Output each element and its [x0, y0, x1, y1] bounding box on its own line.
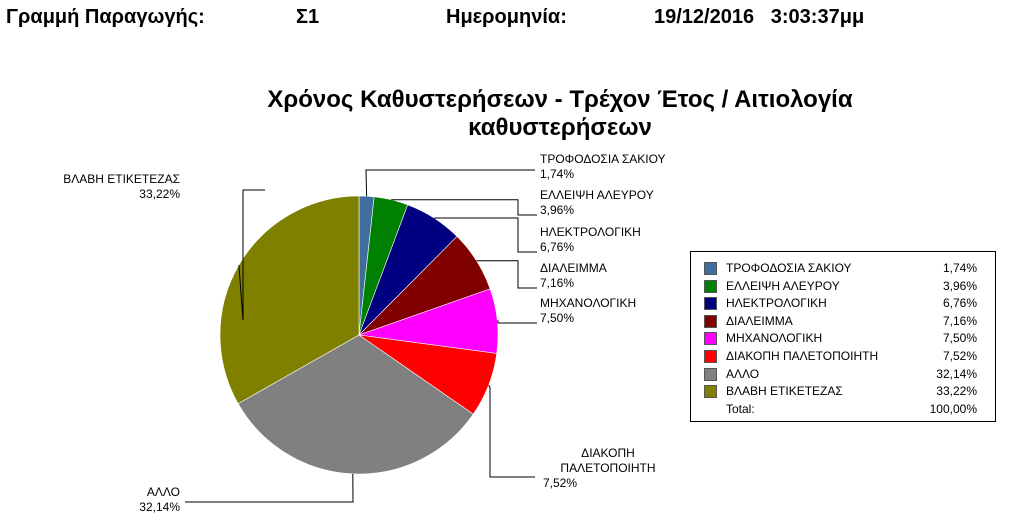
- legend-row: ΑΛΛΟ 32,14%: [704, 366, 987, 383]
- legend-row: Total: 100,00%: [704, 401, 987, 418]
- callout-leader-6: [185, 473, 354, 503]
- legend-name: ΔΙΑΚΟΠΗ ΠΑΛΕΤΟΠΟΙΗΤΗ: [726, 349, 879, 363]
- line-value: Σ1: [296, 6, 320, 28]
- callout-leader-4: [497, 320, 537, 324]
- callout-name-0: ΤΡΟΦΟΔΟΣΙΑ ΣΑΚΙΟΥ: [540, 152, 666, 166]
- callout-value-3: 7,16%: [540, 276, 574, 290]
- callout-leader-0: [365, 169, 535, 197]
- legend-total-value: 100,00%: [929, 401, 977, 416]
- callout-leader-5: [488, 384, 535, 478]
- callout-leader-1: [391, 199, 537, 216]
- callout-name-1: ΕΛΛΕΙΨΗ ΑΛΕΥΡΟΥ: [540, 188, 654, 202]
- legend-total-label: Total:: [726, 401, 755, 416]
- legend-swatch: [704, 350, 717, 363]
- pie-slice-7: [219, 195, 360, 405]
- callout-value-5: 7,52%: [543, 476, 577, 490]
- callout-name-4: ΜΗΧΑΝΟΛΟΓΙΚΗ: [540, 296, 636, 310]
- legend-value: 32,14%: [936, 366, 977, 381]
- date-label: Ημερομηνία:: [446, 6, 567, 28]
- callout-value-0: 1,74%: [540, 167, 574, 181]
- callout-name-6: ΑΛΛΟ: [147, 485, 180, 499]
- legend-row: ΒΛΑΒΗ ΕΤΙΚΕΤΕΖΑΣ 33,22%: [704, 383, 987, 400]
- callout-leader-7: [238, 189, 265, 321]
- legend-row: ΤΡΟΦΟΔΟΣΙΑ ΣΑΚΙΟΥ 1,74%: [704, 260, 987, 277]
- line-label: Γραμμή Παραγωγής:: [6, 6, 205, 28]
- legend-name: ΤΡΟΦΟΔΟΣΙΑ ΣΑΚΙΟΥ: [726, 261, 852, 275]
- legend-swatch: [704, 262, 717, 275]
- legend-swatch: [704, 297, 717, 311]
- date-value: 19/12/2016 3:03:37μμ: [654, 6, 865, 28]
- legend-name: ΕΛΛΕΙΨΗ ΑΛΕΥΡΟΥ: [726, 278, 840, 293]
- chart-legend: ΤΡΟΦΟΔΟΣΙΑ ΣΑΚΙΟΥ 1,74% ΕΛΛΕΙΨΗ ΑΛΕΥΡΟΥ 3,9…: [690, 251, 996, 422]
- legend-value: 7,50%: [942, 331, 977, 346]
- callout-value-4: 7,50%: [540, 311, 574, 325]
- legend-value: 33,22%: [936, 384, 977, 399]
- legend-swatch: [704, 314, 717, 328]
- callout-value-6: 32,14%: [139, 500, 180, 514]
- legend-name: ΜΗΧΑΝΟΛΟΓΙΚΗ: [726, 331, 823, 346]
- callout-name-7: ΒΛΑΒΗ ΕΤΙΚΕΤΕΖΑΣ: [63, 172, 180, 186]
- legend-name: ΔΙΑΛΕΙΜΜΑ: [726, 313, 793, 328]
- legend-swatch: [704, 279, 717, 293]
- legend-value: 7,52%: [942, 349, 977, 363]
- callout-name-2: ΗΛΕΚΤΡΟΛΟΓΙΚΗ: [540, 225, 641, 239]
- callout-value-7: 33,22%: [139, 187, 180, 201]
- legend-row: ΜΗΧΑΝΟΛΟΓΙΚΗ 7,50%: [704, 330, 987, 347]
- legend-row: ΕΛΛΕΙΨΗ ΑΛΕΥΡΟΥ 3,96%: [704, 278, 987, 295]
- pie-slice-6: [237, 334, 474, 475]
- callout-value-1: 3,96%: [540, 203, 574, 217]
- legend-swatch: [704, 367, 717, 381]
- callout-value-2: 6,76%: [540, 240, 574, 254]
- callout-name-3: ΔΙΑΛΕΙΜΜΑ: [540, 261, 607, 275]
- legend-value: 3,96%: [942, 278, 977, 293]
- legend-swatch: [704, 385, 717, 399]
- callout-leader-3: [476, 260, 537, 289]
- chart-title-line-1: Χρόνος Καθυστερήσεων - Τρέχον Έτος / Αιτ…: [267, 86, 853, 113]
- callout-name-5-1: ΠΑΛΕΤΟΠΟΙΗΤΗ: [560, 461, 655, 475]
- legend-row: ΔΙΑΚΟΠΗ ΠΑΛΕΤΟΠΟΙΗΤΗ 7,52%: [704, 348, 987, 365]
- callout-leader-2: [434, 217, 537, 253]
- legend-swatch: [704, 332, 717, 346]
- chart-title: Χρόνος Καθυστερήσεων - Τρέχον Έτος / Αιτ…: [190, 86, 930, 142]
- legend-name: ΗΛΕΚΤΡΟΛΟΓΙΚΗ: [726, 296, 827, 311]
- legend-row: ΗΛΕΚΤΡΟΛΟΓΙΚΗ 6,76%: [704, 295, 987, 312]
- legend-value: 1,74%: [942, 261, 977, 275]
- callout-name-5-0: ΔΙΑΚΟΠΗ: [581, 446, 635, 460]
- chart-title-line-2: καθυστερήσεων: [468, 114, 652, 141]
- legend-value: 6,76%: [942, 296, 977, 311]
- legend-name: ΒΛΑΒΗ ΕΤΙΚΕΤΕΖΑΣ: [726, 384, 843, 399]
- legend-row: ΔΙΑΛΕΙΜΜΑ 7,16%: [704, 313, 987, 330]
- legend-value: 7,16%: [942, 313, 977, 328]
- legend-name: ΑΛΛΟ: [726, 366, 760, 381]
